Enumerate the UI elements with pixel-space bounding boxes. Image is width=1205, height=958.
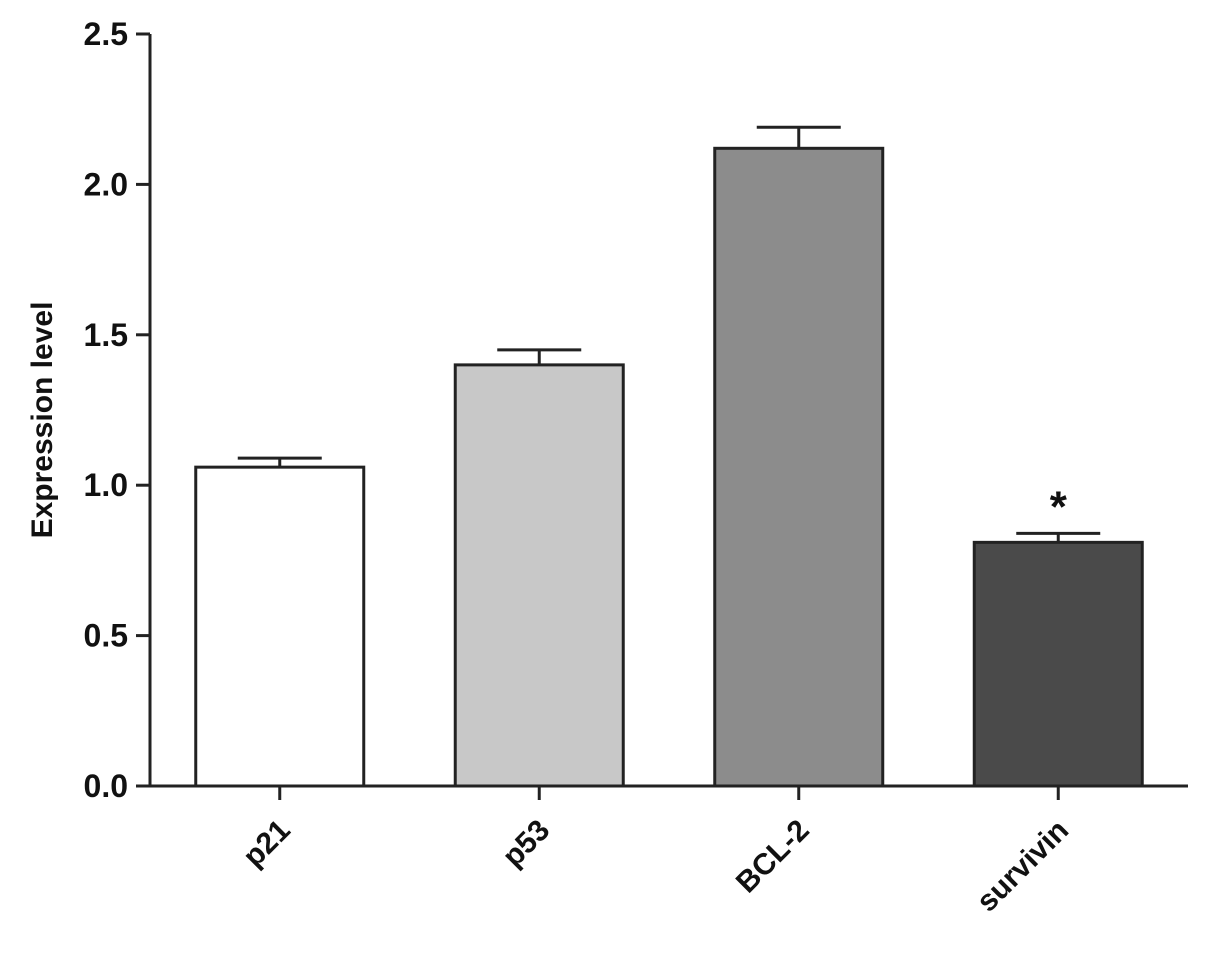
y-tick-label: 0.5 bbox=[84, 618, 128, 654]
bar bbox=[972, 540, 1144, 788]
x-tick-label: BCL-2 bbox=[730, 814, 816, 900]
bar bbox=[453, 363, 625, 788]
bars bbox=[194, 125, 1144, 788]
y-tick-label: 0.0 bbox=[84, 768, 128, 804]
y-tick-label: 1.0 bbox=[84, 467, 128, 503]
bar bbox=[713, 146, 885, 788]
y-tick-label: 2.5 bbox=[84, 16, 128, 52]
y-tick-label: 2.0 bbox=[84, 166, 128, 202]
x-tick-label: survivin bbox=[971, 814, 1076, 919]
y-tick-label: 1.5 bbox=[84, 317, 128, 353]
y-axis-title: Expression level bbox=[26, 302, 59, 539]
x-tick-label: p21 bbox=[237, 814, 297, 874]
x-tick-label: p53 bbox=[496, 814, 556, 874]
bar bbox=[194, 465, 366, 788]
significance-marker: * bbox=[1050, 482, 1068, 531]
